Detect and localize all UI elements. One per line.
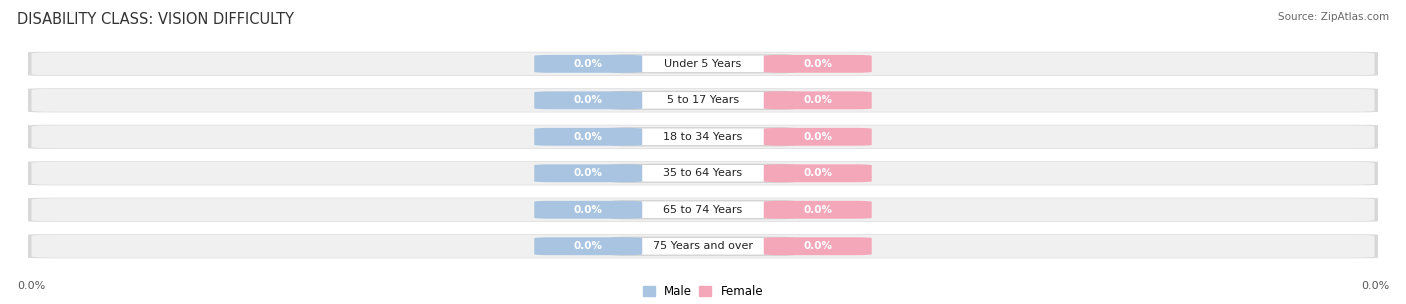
- FancyBboxPatch shape: [534, 164, 643, 182]
- FancyBboxPatch shape: [612, 128, 794, 146]
- Text: 5 to 17 Years: 5 to 17 Years: [666, 95, 740, 105]
- Text: 0.0%: 0.0%: [574, 95, 603, 105]
- Text: 0.0%: 0.0%: [574, 132, 603, 142]
- Text: 75 Years and over: 75 Years and over: [652, 241, 754, 251]
- FancyBboxPatch shape: [763, 55, 872, 73]
- Text: DISABILITY CLASS: VISION DIFFICULTY: DISABILITY CLASS: VISION DIFFICULTY: [17, 12, 294, 27]
- Text: 0.0%: 0.0%: [803, 241, 832, 251]
- FancyBboxPatch shape: [31, 235, 1375, 258]
- Text: 0.0%: 0.0%: [803, 205, 832, 215]
- FancyBboxPatch shape: [534, 128, 643, 146]
- Text: 0.0%: 0.0%: [574, 59, 603, 69]
- FancyBboxPatch shape: [612, 164, 794, 182]
- FancyBboxPatch shape: [763, 201, 872, 219]
- FancyBboxPatch shape: [21, 234, 1385, 258]
- Legend: Male, Female: Male, Female: [643, 285, 763, 298]
- Text: 0.0%: 0.0%: [803, 168, 832, 178]
- FancyBboxPatch shape: [612, 55, 794, 73]
- Text: 18 to 34 Years: 18 to 34 Years: [664, 132, 742, 142]
- FancyBboxPatch shape: [31, 198, 1375, 221]
- FancyBboxPatch shape: [21, 125, 1385, 149]
- FancyBboxPatch shape: [534, 92, 643, 109]
- FancyBboxPatch shape: [31, 162, 1375, 185]
- Text: 0.0%: 0.0%: [17, 281, 45, 291]
- Text: 0.0%: 0.0%: [803, 95, 832, 105]
- FancyBboxPatch shape: [763, 128, 872, 146]
- FancyBboxPatch shape: [763, 164, 872, 182]
- FancyBboxPatch shape: [612, 201, 794, 219]
- Text: 65 to 74 Years: 65 to 74 Years: [664, 205, 742, 215]
- FancyBboxPatch shape: [31, 89, 1375, 112]
- Text: 0.0%: 0.0%: [803, 132, 832, 142]
- FancyBboxPatch shape: [763, 92, 872, 109]
- Text: 35 to 64 Years: 35 to 64 Years: [664, 168, 742, 178]
- FancyBboxPatch shape: [21, 198, 1385, 222]
- Text: Source: ZipAtlas.com: Source: ZipAtlas.com: [1278, 12, 1389, 22]
- Text: 0.0%: 0.0%: [1361, 281, 1389, 291]
- FancyBboxPatch shape: [31, 52, 1375, 75]
- FancyBboxPatch shape: [612, 92, 794, 109]
- Text: 0.0%: 0.0%: [803, 59, 832, 69]
- Text: 0.0%: 0.0%: [574, 241, 603, 251]
- Text: Under 5 Years: Under 5 Years: [665, 59, 741, 69]
- Text: 0.0%: 0.0%: [574, 168, 603, 178]
- FancyBboxPatch shape: [21, 88, 1385, 112]
- FancyBboxPatch shape: [31, 125, 1375, 148]
- FancyBboxPatch shape: [21, 161, 1385, 185]
- Text: 0.0%: 0.0%: [574, 205, 603, 215]
- FancyBboxPatch shape: [534, 237, 643, 255]
- FancyBboxPatch shape: [534, 201, 643, 219]
- FancyBboxPatch shape: [534, 55, 643, 73]
- FancyBboxPatch shape: [763, 237, 872, 255]
- FancyBboxPatch shape: [612, 237, 794, 255]
- FancyBboxPatch shape: [21, 52, 1385, 76]
